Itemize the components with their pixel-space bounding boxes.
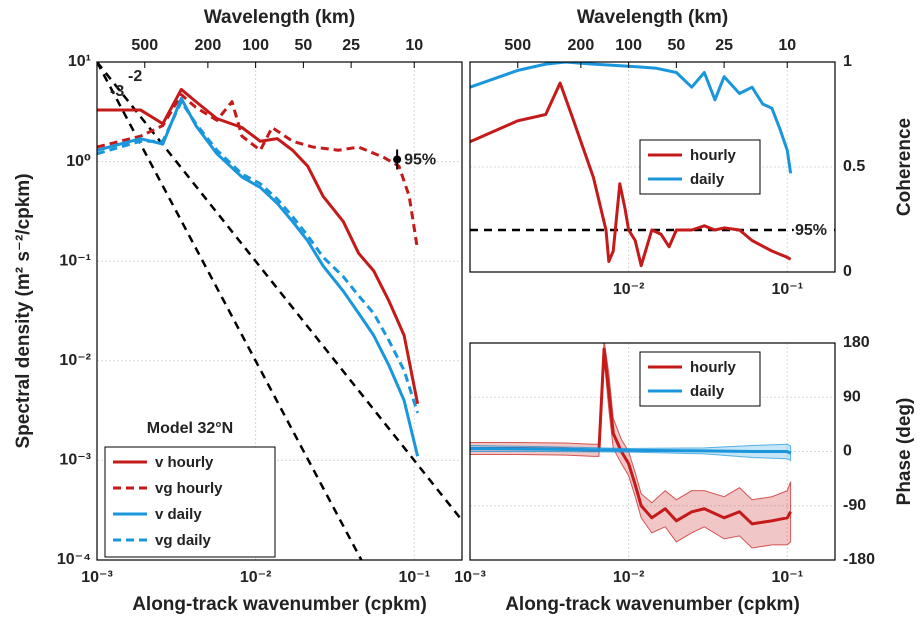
y-tick-label: 10⁻² — [59, 352, 91, 369]
plot-area — [470, 62, 835, 272]
x-tick-label: 10⁻¹ — [398, 569, 430, 586]
x2-tick-label: 100 — [242, 37, 269, 54]
x-tick-label: 10⁻² — [613, 281, 645, 298]
y-tick-label: 0 — [843, 443, 852, 460]
series-line — [470, 62, 793, 174]
y-tick-label: 10⁻³ — [59, 452, 91, 469]
reference-line — [97, 62, 363, 560]
legend-label: v daily — [155, 506, 202, 523]
x2-tick-label: 100 — [615, 37, 642, 54]
plot-area — [97, 62, 462, 560]
y-tick-label: 10¹ — [68, 53, 91, 70]
annotation-point — [393, 155, 402, 164]
x2-tick-label: 500 — [131, 37, 158, 54]
reference-label: -2 — [128, 68, 142, 85]
legend-label: hourly — [690, 359, 736, 376]
legend-box — [639, 351, 761, 407]
x-tick-label: 10⁻² — [613, 569, 645, 586]
x2-axis-title: Wavelength (km) — [577, 7, 728, 28]
legend-box — [639, 139, 761, 195]
x-tick-label: 10⁻³ — [454, 569, 486, 586]
x2-axis-title: Wavelength (km) — [204, 7, 355, 28]
y-tick-label: 90 — [843, 388, 861, 405]
x2-tick-label: 25 — [715, 37, 733, 54]
x2-tick-label: 50 — [667, 37, 685, 54]
legend-label: v hourly — [155, 454, 214, 471]
y-axis-title: Spectral density (m² s⁻²/cpkm) — [13, 173, 34, 448]
y-tick-label: 10⁻¹ — [59, 252, 91, 269]
axes-frame — [469, 342, 836, 561]
y-tick-label: -90 — [843, 497, 866, 514]
axes-frame — [469, 61, 836, 273]
x2-tick-label: 25 — [342, 37, 360, 54]
legend-title: Model 32°N — [147, 420, 233, 437]
y-axis-title: Phase (deg) — [894, 398, 915, 506]
series-line — [470, 446, 792, 455]
y-axis-title: Coherence — [894, 118, 915, 216]
plot-area — [470, 343, 835, 560]
annotation-label: 95% — [404, 152, 436, 169]
series-line — [97, 100, 420, 414]
x-tick-label: 10⁻³ — [81, 569, 113, 586]
reference-label: -3 — [110, 83, 124, 100]
y-tick-label: 10⁻⁴ — [57, 551, 91, 568]
y-tick-label: 0 — [843, 263, 852, 280]
x2-tick-label: 200 — [568, 37, 595, 54]
y-tick-label: 0.5 — [843, 158, 865, 175]
axes-frame — [96, 61, 463, 561]
legend-label: vg hourly — [155, 480, 223, 497]
series-line — [97, 87, 420, 405]
x2-tick-label: 50 — [294, 37, 312, 54]
y-tick-label: -180 — [843, 551, 875, 568]
x-axis-title: Along-track wavenumber (cpkm) — [505, 594, 800, 615]
x-axis-title: Along-track wavenumber (cpkm) — [132, 594, 427, 615]
series-line — [470, 81, 792, 268]
legend-label: daily — [690, 383, 725, 400]
x-tick-label: 10⁻¹ — [771, 281, 803, 298]
legend-label: hourly — [690, 147, 736, 164]
x2-tick-label: 10 — [778, 37, 796, 54]
x2-tick-label: 200 — [195, 37, 222, 54]
legend-label: vg daily — [155, 532, 212, 549]
x2-tick-label: 500 — [504, 37, 531, 54]
threshold-label: 95% — [795, 222, 827, 239]
error-band — [470, 343, 792, 549]
x-tick-label: 10⁻¹ — [771, 569, 803, 586]
x2-tick-label: 10 — [405, 37, 423, 54]
series-line — [97, 93, 420, 251]
x-tick-label: 10⁻² — [240, 569, 272, 586]
y-tick-label: 1 — [843, 53, 852, 70]
y-tick-label: 180 — [843, 334, 870, 351]
y-tick-label: 10⁰ — [66, 153, 91, 170]
legend-label: daily — [690, 171, 725, 188]
